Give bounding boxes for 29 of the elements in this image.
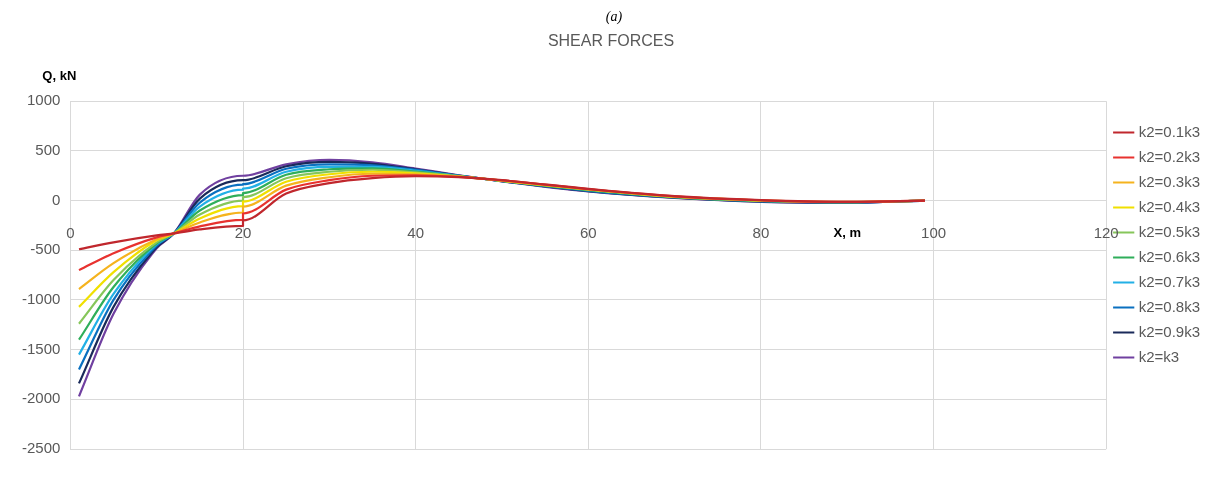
legend-label: k2=0.7k3 xyxy=(1138,272,1200,290)
x-tick-label: 20 xyxy=(234,224,252,242)
legend-label: k2=0.2k3 xyxy=(1138,147,1200,165)
x-tick-label: 80 xyxy=(752,224,770,242)
x-axis-title: X, m xyxy=(833,224,861,240)
legend-label: k2=0.9k3 xyxy=(1138,322,1200,340)
legend-label: k2=0.1k3 xyxy=(1138,122,1200,140)
y-tick-label: -2000 xyxy=(21,389,61,407)
legend-label: k2=0.4k3 xyxy=(1138,197,1200,215)
y-axis-title: Q, kN xyxy=(42,68,77,84)
legend-label: k2=0.5k3 xyxy=(1138,222,1200,240)
legend-label: k2=0.3k3 xyxy=(1138,172,1200,190)
legend-label: k2=k3 xyxy=(1138,347,1180,365)
x-tick-label: 60 xyxy=(579,224,597,242)
y-tick-label: -500 xyxy=(30,240,61,258)
chart-title: SHEAR FORCES xyxy=(547,32,675,50)
text: (a) xyxy=(605,8,623,25)
x-tick-label: 100 xyxy=(921,224,947,242)
x-tick-label: 120 xyxy=(1093,224,1119,242)
y-tick-label: -1000 xyxy=(21,290,61,308)
legend-label: k2=0.6k3 xyxy=(1138,247,1200,265)
x-tick-label: 40 xyxy=(407,224,424,242)
x-tick-label: 0 xyxy=(66,224,75,242)
y-tick-label: 1000 xyxy=(26,91,61,109)
y-tick-label: 500 xyxy=(35,141,61,159)
y-tick-label: -1500 xyxy=(21,339,61,357)
y-tick-label: 0 xyxy=(52,190,61,208)
y-tick-label: -2500 xyxy=(21,439,61,457)
legend-label: k2=0.8k3 xyxy=(1138,297,1200,315)
